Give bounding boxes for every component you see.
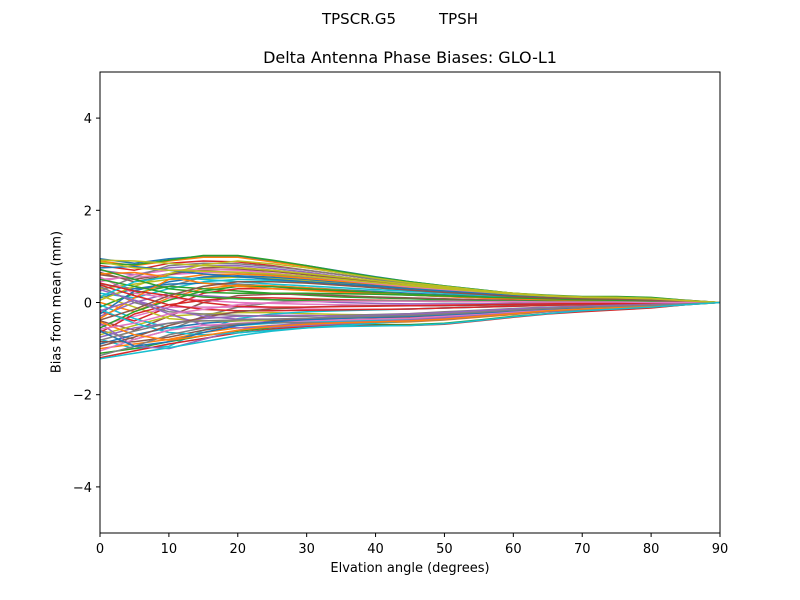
x-tick-label: 10	[161, 542, 178, 557]
y-tick-label: 2	[84, 204, 92, 219]
x-axis-ticks: 0 10 20 30 40 50 60 70 80 90	[96, 533, 728, 557]
series-line	[100, 268, 720, 304]
series-line	[100, 301, 720, 342]
series-line	[100, 301, 720, 360]
suptitle-receiver: TPSCR.G5	[321, 10, 396, 28]
series-line	[100, 300, 720, 330]
series-line	[100, 299, 720, 320]
chart-title: Delta Antenna Phase Biases: GLO-L1	[263, 48, 557, 67]
figure-suptitle: TPSCR.G5 TPSH	[0, 10, 800, 28]
y-tick-label: 4	[84, 112, 92, 127]
x-tick-label: 20	[230, 542, 247, 557]
series-lines	[100, 254, 720, 360]
series-line	[100, 281, 720, 321]
x-tick-label: 80	[643, 542, 660, 557]
y-axis-label: Bias from mean (mm)	[49, 230, 65, 374]
x-tick-label: 60	[505, 542, 522, 557]
x-axis-label: Elvation angle (degrees)	[330, 561, 490, 576]
x-tick-label: 30	[298, 542, 315, 557]
x-tick-label: 0	[96, 542, 104, 557]
y-axis-ticks: −4 −2 0 2 4	[73, 112, 100, 496]
x-tick-label: 90	[712, 542, 729, 557]
y-tick-label: −4	[73, 481, 92, 496]
x-tick-label: 50	[436, 542, 453, 557]
y-tick-label: −2	[73, 389, 92, 404]
suptitle-antenna: TPSH	[439, 10, 479, 28]
y-tick-label: 0	[84, 297, 92, 312]
series-line	[100, 301, 720, 342]
x-tick-label: 40	[367, 542, 384, 557]
series-line	[100, 282, 720, 308]
series-line	[100, 254, 720, 304]
series-line	[100, 259, 720, 304]
x-tick-label: 70	[574, 542, 591, 557]
